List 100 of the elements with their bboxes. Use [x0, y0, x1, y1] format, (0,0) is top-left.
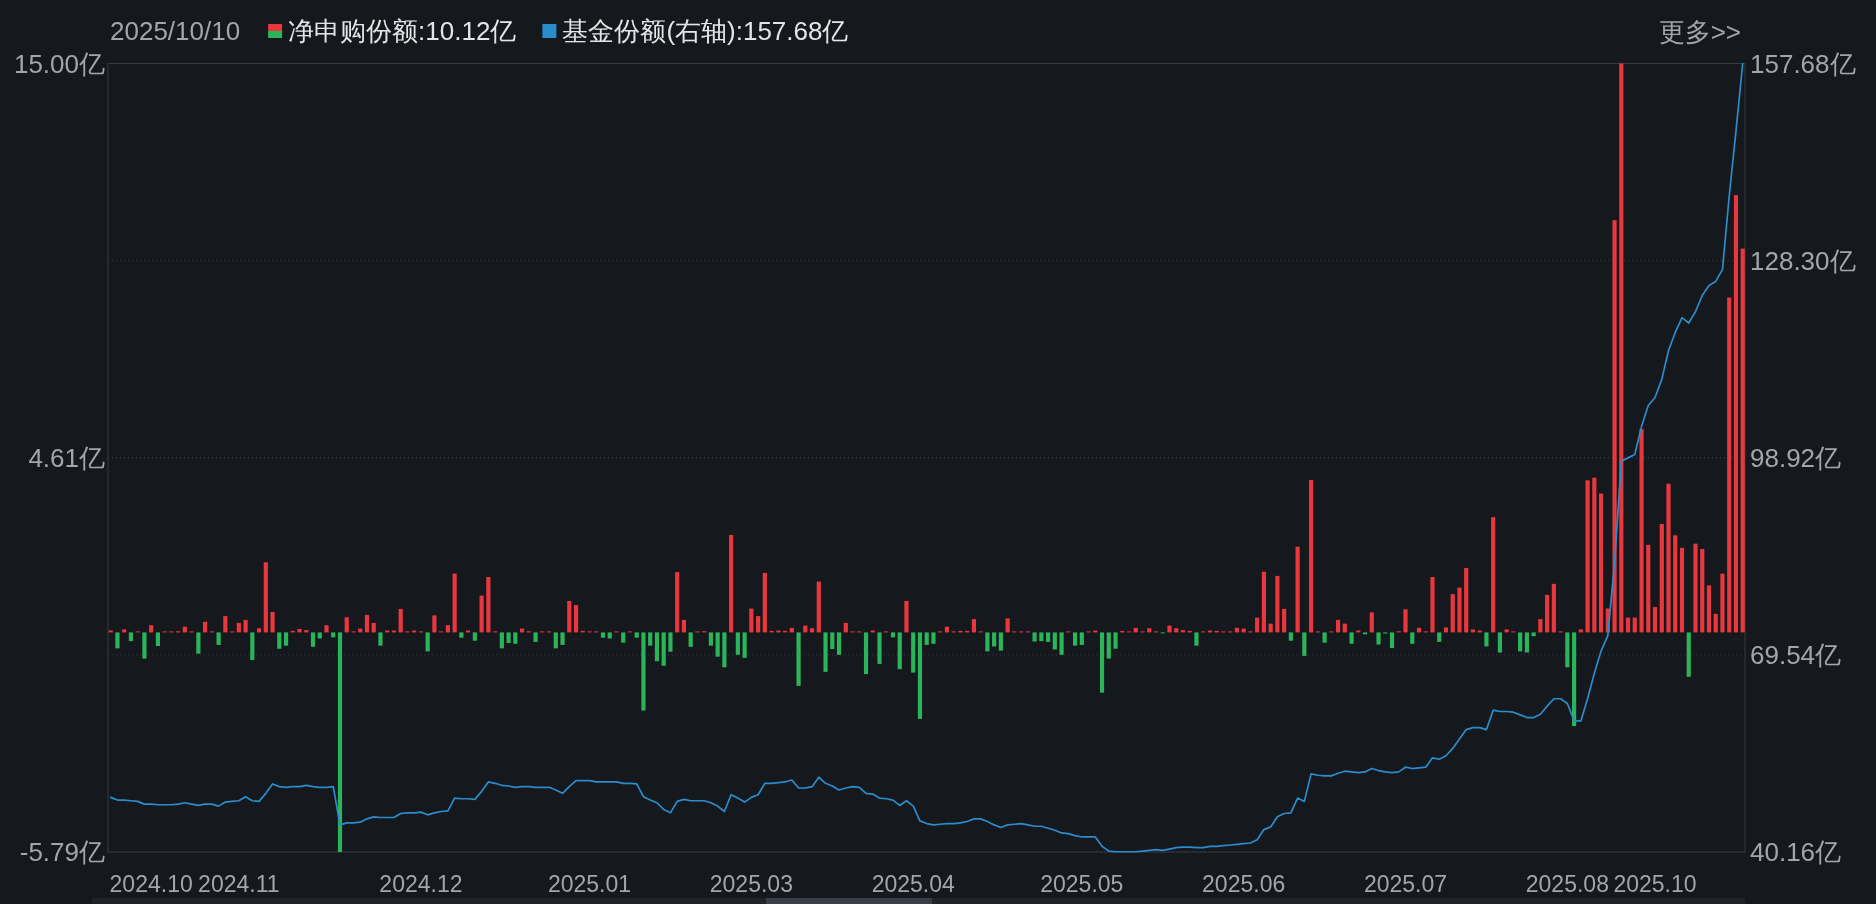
bar	[378, 632, 383, 646]
bar	[1275, 575, 1280, 633]
bar	[1679, 547, 1685, 633]
x-tick-label: 2024.10	[109, 871, 193, 897]
bar	[1572, 632, 1577, 727]
bar	[1052, 632, 1057, 650]
bar	[897, 632, 902, 670]
bar	[1079, 632, 1084, 645]
bar	[1099, 632, 1105, 693]
bar	[256, 628, 262, 633]
bar	[115, 632, 120, 649]
bar	[742, 632, 747, 658]
bar	[830, 632, 835, 650]
bar	[398, 608, 403, 633]
bar	[283, 632, 289, 646]
bar	[1369, 612, 1374, 633]
text: 更多>>	[1658, 17, 1741, 47]
bar	[250, 632, 255, 661]
bar	[1113, 632, 1118, 649]
bar	[149, 625, 154, 633]
bar	[506, 632, 511, 644]
bar	[1625, 617, 1631, 633]
bar	[1194, 632, 1199, 646]
bar	[1039, 632, 1044, 642]
bar	[533, 632, 538, 642]
y2-tick-label: 98.92亿	[1750, 442, 1842, 473]
bar	[823, 632, 828, 672]
bar	[560, 632, 565, 645]
bar	[1376, 632, 1381, 645]
bar	[445, 625, 450, 633]
bar	[681, 619, 687, 633]
bar	[1632, 617, 1637, 633]
bar	[1484, 632, 1489, 647]
bar	[661, 632, 666, 666]
bar	[155, 632, 160, 647]
bar	[756, 616, 761, 633]
bar	[1585, 480, 1590, 633]
bar	[1005, 618, 1010, 633]
x-tick-label: 2025.07	[1363, 871, 1448, 897]
bar	[142, 632, 147, 659]
bar	[1659, 523, 1664, 633]
bar	[1389, 632, 1395, 648]
y2-tick-label: 128.30亿	[1750, 245, 1856, 276]
bar	[634, 632, 639, 638]
bar	[796, 632, 801, 686]
bar	[1167, 625, 1172, 633]
bar	[1551, 583, 1556, 633]
bar	[499, 632, 504, 649]
x-tick-label: 2025.05	[1040, 871, 1124, 897]
bar	[1693, 543, 1698, 633]
bar	[1335, 619, 1341, 633]
bar	[1450, 594, 1455, 633]
bar	[277, 632, 282, 649]
bar	[243, 619, 248, 633]
bar	[1518, 632, 1523, 652]
bar	[567, 600, 572, 633]
bar	[1403, 609, 1408, 633]
bar	[1598, 493, 1604, 633]
bar	[1673, 535, 1678, 633]
bar	[722, 632, 727, 668]
bar	[459, 632, 464, 638]
bar	[216, 632, 221, 645]
bar	[263, 562, 268, 633]
x-tick-label: 2025.01	[547, 871, 632, 897]
bar	[985, 632, 990, 652]
bar	[1565, 632, 1570, 668]
bar	[708, 632, 713, 646]
bar	[479, 595, 484, 633]
bar	[1700, 548, 1705, 633]
bar	[1706, 585, 1712, 633]
bar	[1147, 628, 1152, 633]
bar	[1032, 632, 1037, 642]
bar	[904, 600, 909, 633]
bar	[1255, 617, 1260, 633]
bar	[1282, 608, 1287, 633]
bar	[911, 632, 916, 673]
bar	[971, 619, 976, 633]
bar	[735, 632, 740, 655]
bar	[816, 581, 821, 633]
bar	[236, 622, 241, 633]
bar	[1302, 632, 1307, 656]
bar	[425, 632, 430, 652]
bar	[1322, 632, 1327, 643]
bar	[324, 625, 329, 633]
bar	[1733, 195, 1739, 633]
x-tick-label: 2025.04	[871, 871, 955, 897]
bar	[1531, 632, 1536, 637]
x-tick-label: 2024.12	[379, 871, 463, 897]
bar	[1295, 546, 1300, 633]
bar	[573, 605, 579, 633]
x-tick-label: 2024.11	[198, 871, 280, 897]
bar	[1538, 619, 1543, 633]
bar	[1740, 248, 1745, 633]
legend-label: 基金份额(右轴):157.68亿	[562, 16, 849, 46]
bar	[675, 572, 680, 633]
bar	[600, 632, 606, 638]
bar	[331, 632, 336, 638]
bar	[1072, 632, 1078, 646]
bar	[203, 621, 208, 633]
bar	[890, 632, 896, 638]
